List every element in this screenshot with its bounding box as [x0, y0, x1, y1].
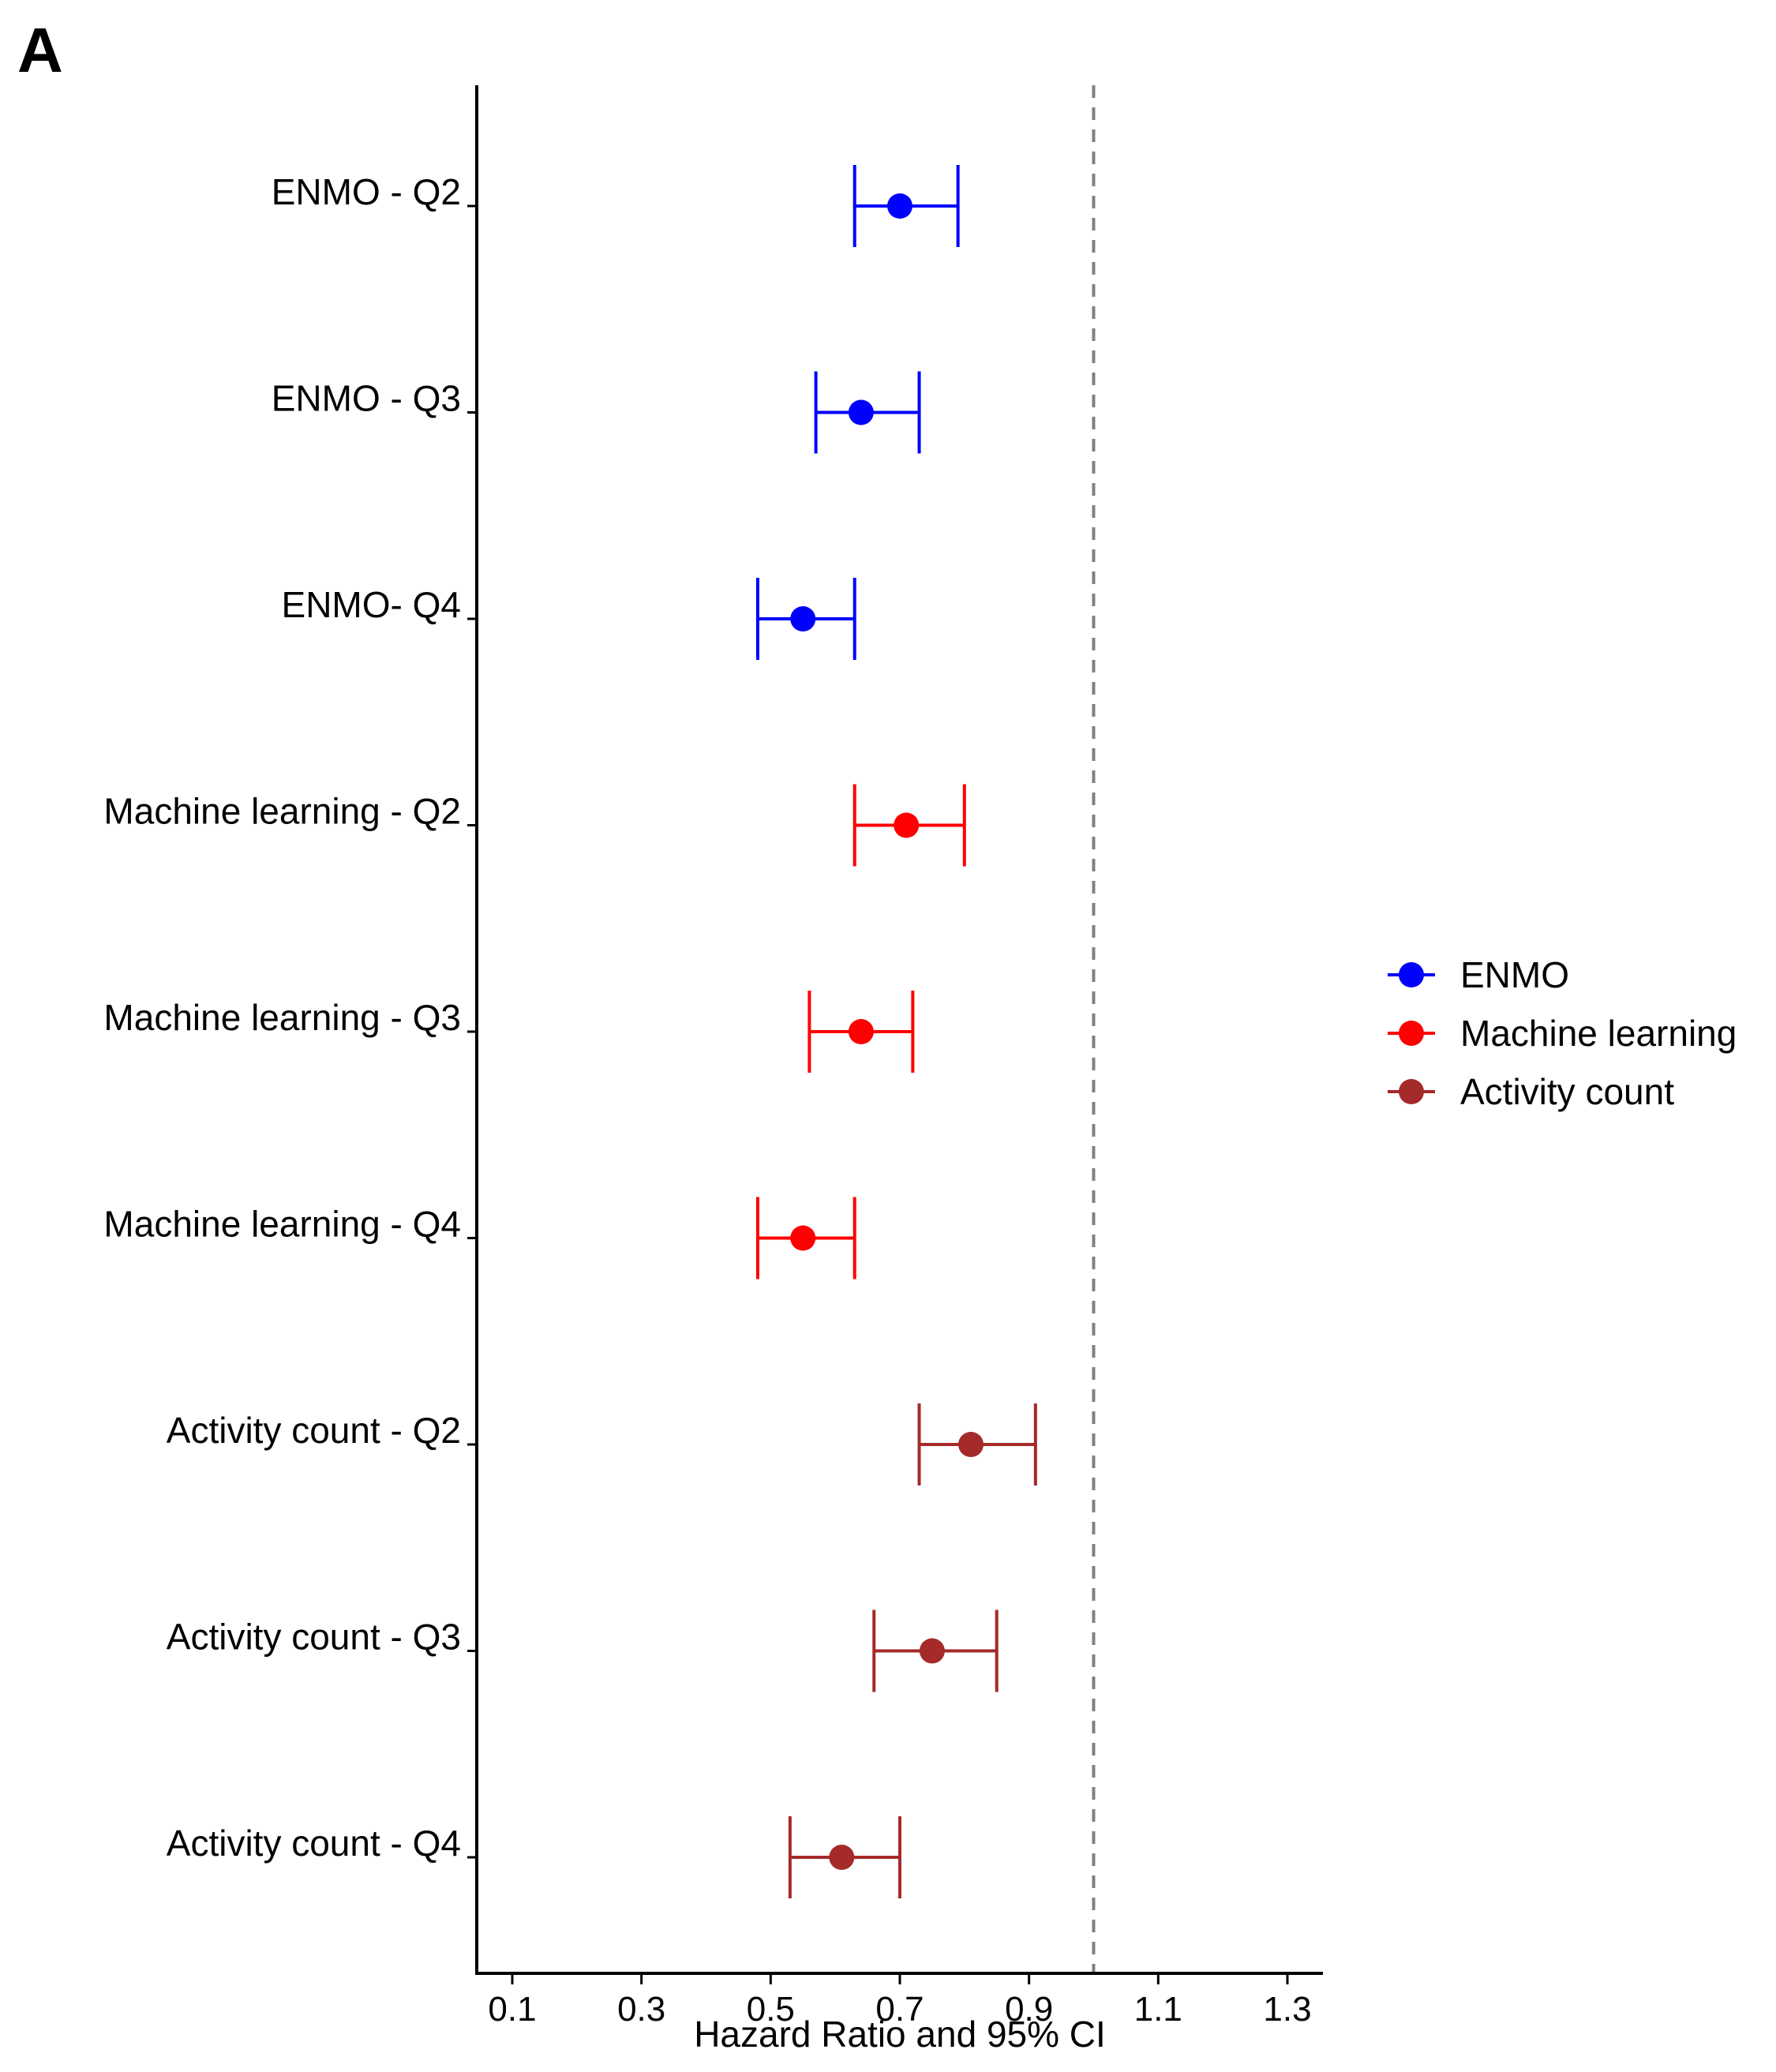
legend-key-point — [1399, 1021, 1424, 1046]
hazard-ratio-point — [848, 399, 874, 425]
legend-label: Activity count — [1460, 1071, 1674, 1112]
y-tick-label: Activity count - Q2 — [167, 1410, 461, 1451]
legend-key-point — [1399, 1079, 1424, 1104]
x-tick-label: 0.7 — [875, 1990, 924, 2029]
legend-label: Machine learning — [1460, 1013, 1737, 1054]
x-axis-title: Hazard Ratio and 95% CI — [694, 2014, 1106, 2055]
y-tick-label: ENMO - Q3 — [272, 378, 461, 419]
x-tick-label: 0.1 — [488, 1990, 536, 2029]
legend-item: Machine learning — [1388, 1013, 1737, 1054]
forest-row: Machine learning - Q3 — [103, 991, 915, 1073]
forest-row: Activity count - Q4 — [167, 1816, 901, 1898]
forest-row: ENMO - Q3 — [272, 371, 921, 454]
x-tick-label: 0.5 — [747, 1990, 795, 2029]
x-tick-label: 1.1 — [1134, 1990, 1182, 2029]
y-tick-label: Machine learning - Q2 — [103, 791, 461, 832]
y-tick-label: Activity count - Q3 — [167, 1617, 461, 1658]
hazard-ratio-point — [919, 1638, 945, 1664]
hazard-ratio-point — [887, 193, 912, 219]
hazard-ratio-point — [848, 1019, 874, 1044]
legend-key-point — [1399, 962, 1424, 987]
legend-label: ENMO — [1460, 954, 1569, 995]
x-tick-label: 1.3 — [1263, 1990, 1311, 2029]
x-tick-label: 0.9 — [1005, 1990, 1053, 2029]
y-tick-label: Machine learning - Q4 — [103, 1204, 461, 1245]
x-tick-label: 0.3 — [617, 1990, 665, 2029]
forest-row: Activity count - Q3 — [167, 1609, 999, 1692]
legend-item: ENMO — [1388, 954, 1569, 995]
y-tick-label: Machine learning - Q3 — [103, 997, 461, 1038]
forest-row: Machine learning - Q4 — [103, 1197, 856, 1280]
hazard-ratio-point — [958, 1432, 984, 1457]
hazard-ratio-point — [790, 1225, 816, 1251]
y-tick-label: ENMO - Q2 — [272, 171, 461, 212]
forest-row: ENMO- Q4 — [282, 578, 856, 660]
hazard-ratio-point — [894, 812, 920, 838]
forest-row: Machine learning - Q2 — [103, 784, 966, 867]
legend-item: Activity count — [1388, 1071, 1674, 1112]
hazard-ratio-point — [790, 606, 816, 631]
y-tick-label: Activity count - Q4 — [167, 1823, 461, 1864]
y-tick-label: ENMO- Q4 — [282, 584, 461, 625]
panel-letter: A — [17, 15, 63, 85]
hazard-ratio-point — [829, 1845, 855, 1870]
forest-row: Activity count - Q2 — [167, 1403, 1037, 1486]
legend: ENMO Machine learning Activity count — [1388, 954, 1737, 1112]
forest-row: ENMO - Q2 — [272, 165, 960, 247]
